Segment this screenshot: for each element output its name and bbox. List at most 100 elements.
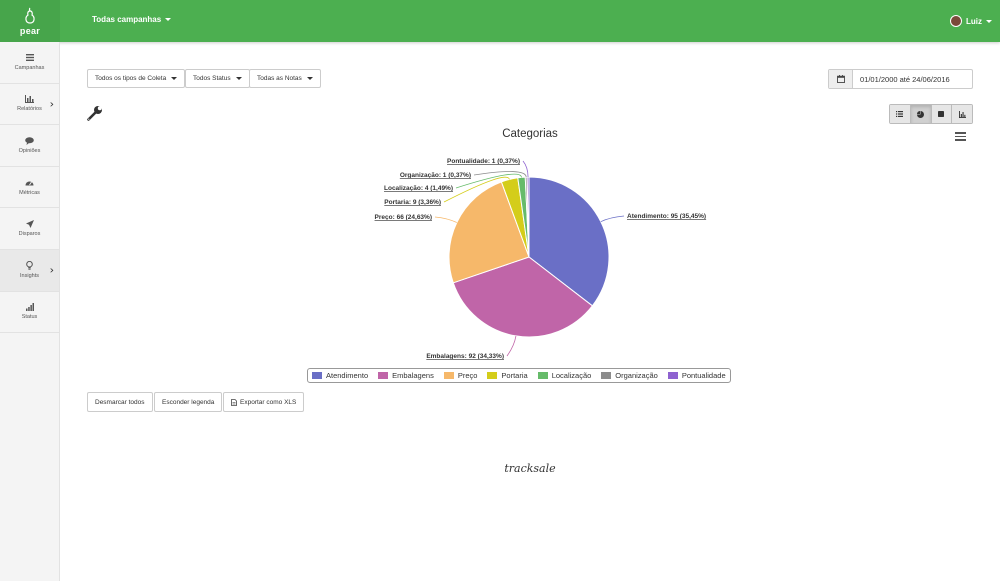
sidebar-item-label: Campanhas [14, 64, 45, 71]
pie-label-connector [473, 171, 527, 178]
hamburger-menu-icon[interactable] [955, 132, 966, 141]
notes-filter[interactable]: Todas as Notas [249, 69, 321, 88]
legend-label: Pontualidade [681, 371, 726, 380]
signal-icon [25, 303, 34, 312]
app-logo[interactable]: pear [0, 0, 60, 42]
pie-data-label: Localização: 4 (1,49%) [384, 185, 453, 192]
legend-label: Preço [457, 371, 478, 380]
legend-swatch [378, 372, 389, 379]
sidebar-item-disparos[interactable]: Disparos [0, 208, 59, 250]
wrench-icon[interactable] [87, 105, 103, 121]
sidebar-item-metricas[interactable]: Métricas [0, 167, 59, 209]
pie-chart-icon [917, 110, 925, 118]
pie-data-label: Preço: 66 (24,63%) [375, 214, 432, 221]
pie-data-label: Atendimento: 95 (35,45%) [627, 213, 706, 220]
list-view-icon [896, 111, 904, 117]
pie-slice-embalagens[interactable] [452, 256, 594, 338]
logo-text: pear [19, 25, 41, 36]
pie-view-button[interactable] [910, 105, 932, 123]
legend-item[interactable]: Portaria [487, 371, 528, 380]
hide-legend-button[interactable]: Esconder legenda [154, 392, 223, 412]
collection-type-filter-label: Todos os tipos de Coleta [95, 75, 167, 82]
campaign-selector-label: Todas campanhas [92, 15, 162, 24]
sidebar-item-campanhas[interactable]: Campanhas [0, 42, 59, 84]
hide-legend-label: Esconder legenda [162, 398, 215, 406]
sidebar: Campanhas Relatórios › Opiniões Métricas… [0, 42, 60, 581]
export-xls-label: Exportar como XLS [240, 398, 297, 406]
collection-type-filter[interactable]: Todos os tipos de Coleta [87, 69, 186, 88]
legend-swatch [443, 372, 454, 379]
chart-legend: Atendimento Embalagens Preço Portaria Locali… [307, 368, 731, 383]
footer-brand-logo: tracksale [504, 462, 556, 475]
legend-item[interactable]: Organização [601, 371, 658, 380]
legend-swatch [537, 372, 548, 379]
export-xls-button[interactable]: Exportar como XLS [223, 392, 305, 412]
campaign-selector[interactable]: Todas campanhas [92, 15, 172, 24]
notes-filter-label: Todas as Notas [257, 75, 302, 82]
sidebar-item-label: Insights [20, 272, 39, 279]
pie-label-connector [434, 216, 457, 223]
chevron-down-icon [165, 18, 172, 21]
pie-data-label: Embalagens: 92 (34,33%) [426, 353, 504, 360]
legend-label: Embalagens [392, 371, 434, 380]
list-view-button[interactable] [890, 105, 911, 123]
legend-swatch [667, 372, 678, 379]
chevron-down-icon [986, 19, 992, 23]
block-view-button[interactable] [931, 105, 953, 123]
bar-chart-icon [958, 110, 966, 118]
sidebar-item-label: Status [21, 314, 38, 321]
chevron-down-icon [306, 77, 313, 80]
pie-label-connector [443, 176, 510, 203]
dashboard-icon [25, 179, 34, 187]
legend-item[interactable]: Atendimento [312, 371, 368, 380]
legend-item[interactable]: Localização [537, 371, 592, 380]
date-range-picker[interactable]: 01/01/2000 até 24/06/2016 [828, 69, 973, 89]
chat-bubble-icon [25, 137, 34, 145]
sidebar-item-label: Relatórios [17, 106, 42, 113]
legend-item[interactable]: Pontualidade [667, 371, 726, 380]
legend-label: Atendimento [326, 371, 369, 380]
avatar [950, 15, 962, 27]
user-menu[interactable]: Luiz [950, 15, 992, 27]
unselect-all-button[interactable]: Desmarcar todos [87, 392, 153, 412]
chevron-right-icon: › [49, 263, 54, 277]
sidebar-item-status[interactable]: Status [0, 292, 59, 334]
status-filter[interactable]: Todos Status [185, 69, 250, 88]
pie-label-connector [506, 335, 517, 357]
pear-icon [25, 7, 35, 24]
pie-slice-pontualidade[interactable] [526, 176, 530, 258]
sidebar-item-label: Disparos [18, 231, 41, 238]
legend-swatch [487, 372, 498, 379]
legend-label: Portaria [501, 371, 528, 380]
lightbulb-icon [25, 261, 34, 270]
list-icon [25, 54, 34, 62]
legend-label: Organização [615, 371, 658, 380]
legend-label: Localização [551, 371, 592, 380]
pie-data-label: Organização: 1 (0,37%) [400, 172, 471, 179]
legend-swatch [601, 372, 612, 379]
sidebar-item-relatorios[interactable]: Relatórios › [0, 84, 59, 126]
stop-icon [938, 111, 945, 117]
chevron-down-icon [171, 77, 178, 80]
pie-slice-preco[interactable] [448, 181, 530, 284]
chevron-right-icon: › [49, 97, 54, 111]
calendar-icon[interactable] [829, 70, 853, 88]
status-filter-label: Todos Status [193, 75, 231, 82]
sidebar-item-opinioes[interactable]: Opiniões [0, 125, 59, 167]
bar-view-button[interactable] [952, 105, 972, 123]
bar-chart-icon [25, 95, 34, 104]
view-toggle-group [889, 104, 973, 124]
sidebar-item-label: Opiniões [18, 147, 41, 154]
sidebar-item-insights[interactable]: Insights › [0, 249, 59, 292]
chart-title: Categorias [502, 128, 558, 140]
date-range-input[interactable]: 01/01/2000 até 24/06/2016 [860, 74, 950, 84]
file-icon [231, 398, 237, 406]
legend-item[interactable]: Preço [443, 371, 478, 380]
legend-item[interactable]: Embalagens [378, 371, 434, 380]
unselect-all-label: Desmarcar todos [95, 398, 145, 406]
sidebar-item-label: Métricas [19, 189, 40, 196]
top-navbar: pear Todas campanhas Luiz [0, 0, 1000, 42]
pie-label-connector [522, 160, 529, 178]
pie-label-connector [455, 173, 522, 189]
